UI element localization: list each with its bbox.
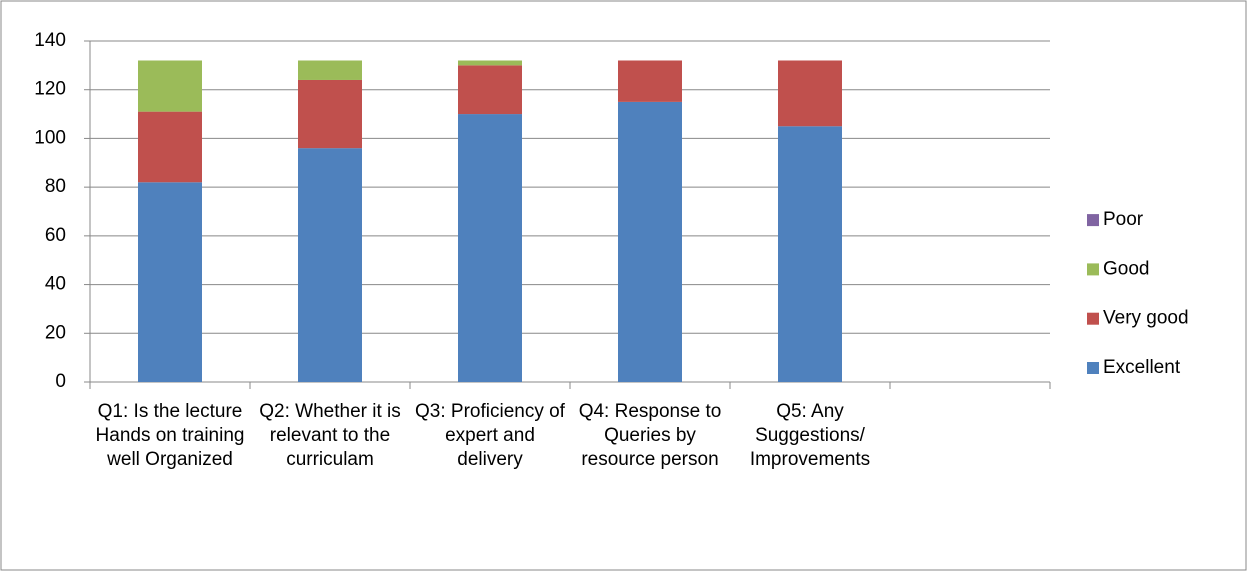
bar-segment <box>458 65 522 115</box>
legend-swatch <box>1087 362 1099 374</box>
y-tick-label: 40 <box>45 274 66 295</box>
y-tick-label: 80 <box>45 176 66 197</box>
bar-segment <box>298 79 362 149</box>
legend-swatch <box>1087 263 1099 276</box>
bar-segment <box>298 60 362 80</box>
bar-segment <box>458 114 522 383</box>
bar-segment <box>778 60 842 127</box>
bar-segment <box>138 182 202 382</box>
y-tick-label: 140 <box>34 30 66 51</box>
y-tick-label: 60 <box>45 225 66 246</box>
y-tick-label: 0 <box>55 371 66 392</box>
bar-segment <box>778 126 842 382</box>
bar-segment <box>138 111 202 183</box>
x-tick-label: Q1: Is the lecture Hands on training wel… <box>95 401 245 470</box>
bar-segment <box>298 148 362 382</box>
legend-label: Good <box>1103 258 1149 279</box>
bar-segment <box>618 101 682 383</box>
x-tick-label: Q3: Proficiency of expert and delivery <box>415 401 565 470</box>
legend-label: Very good <box>1103 308 1189 329</box>
bar-segment <box>458 60 522 66</box>
bar-segment <box>138 60 202 112</box>
legend-label: Poor <box>1103 209 1144 230</box>
x-tick-label: Q4: Response to Queries by resource pers… <box>578 401 722 470</box>
legend-swatch <box>1087 214 1099 227</box>
x-tick-label: Q2: Whether it is relevant to the curric… <box>259 401 401 470</box>
bar-segment <box>618 60 682 102</box>
y-tick-label: 120 <box>34 79 66 100</box>
y-tick-label: 100 <box>34 127 66 148</box>
x-tick-label: Q5: Any Suggestions/ Improvements <box>749 401 871 470</box>
y-tick-label: 20 <box>45 322 66 343</box>
legend-label: Excellent <box>1103 357 1181 378</box>
legend-swatch <box>1087 312 1099 325</box>
